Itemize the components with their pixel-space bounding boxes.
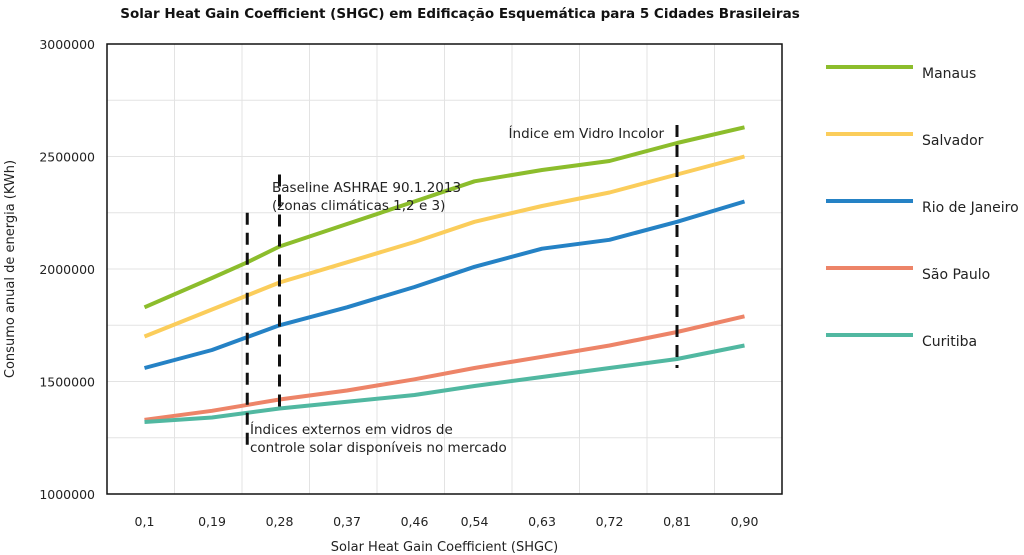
x-tick-label: 0,46 [401,514,429,529]
y-tick-label: 2000000 [39,262,95,277]
annotation-text: (zonas climáticas 1,2 e 3) [272,198,445,214]
annotation-text: Baseline ASHRAE 90.1.2013 [272,180,461,196]
x-tick-label: 0,90 [731,514,759,529]
x-tick-label: 0,19 [198,514,226,529]
legend-label: Salvador [922,133,984,149]
x-tick-label: 0,54 [461,514,489,529]
plot-frame [106,43,783,495]
x-tick-label: 0,72 [596,514,624,529]
legend-label: Curitiba [922,334,977,350]
y-axis-title: Consumo anual de energia (KWh) [3,160,18,378]
x-tick-label: 0,37 [333,514,361,529]
annotation-text: controle solar disponíveis no mercado [250,440,507,456]
y-tick-label: 1500000 [39,375,95,390]
series-line [143,125,745,310]
y-tick-label: 1000000 [39,487,95,502]
legend-label: Manaus [922,66,976,82]
y-tick-label: 3000000 [39,37,95,52]
annotation-text: Índice em Vidro Incolor [509,125,665,142]
annotation-text: Índices externos em vidros de [250,421,453,438]
x-tick-label: 0,81 [663,514,691,529]
series-line [144,314,745,422]
chart-title: Solar Heat Gain Coefficient (SHGC) em Ed… [120,6,800,22]
x-axis-title: Solar Heat Gain Coefficient (SHGC) [331,540,558,555]
y-tick-label: 2500000 [39,150,95,165]
x-tick-label: 0,28 [266,514,294,529]
x-tick-label: 0,63 [528,514,556,529]
legend-label: Rio de Janeiro [922,200,1019,216]
legend-label: São Paulo [922,267,990,283]
x-tick-label: 0,1 [135,514,155,529]
